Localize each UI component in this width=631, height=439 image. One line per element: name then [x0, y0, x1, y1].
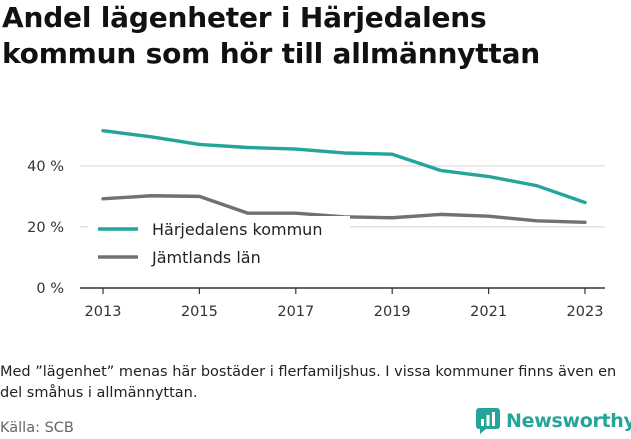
legend-label: Härjedalens kommun: [152, 220, 322, 239]
newsworthy-logo-icon: [476, 408, 500, 434]
source-label: Källa: SCB: [0, 420, 74, 436]
x-tick-label: 2017: [277, 304, 314, 320]
y-tick-label: 0 %: [36, 281, 64, 297]
x-tick-label: 2013: [85, 304, 122, 320]
legend-label: Jämtlands län: [151, 248, 261, 267]
x-tick-label: 2019: [374, 304, 411, 320]
brand-name: Newsworthy: [506, 410, 631, 432]
chart-title: Andel lägenheter i Härjedalens kommun so…: [2, 1, 541, 70]
x-tick-label: 2015: [181, 304, 218, 320]
axis-layer: 0 % 20 % 40 % 2013 2015 2017 2019 2021 2023: [27, 159, 603, 320]
y-tick-label: 40 %: [27, 159, 64, 175]
series-layer: [101, 128, 587, 225]
x-tick-label: 2021: [470, 304, 507, 320]
footnote: Med ”lägenhet” menas här bostäder i fler…: [0, 364, 617, 401]
brand-logo[interactable]: Newsworthy: [476, 408, 631, 434]
line-chart: Härjedalens kommun Jämtlands län 0 % 20 % 4…: [27, 128, 605, 320]
legend: Härjedalens kommun Jämtlands län: [88, 216, 350, 276]
legend-background: [88, 216, 350, 276]
x-tick-label: 2023: [567, 304, 604, 320]
y-tick-label: 20 %: [27, 220, 64, 236]
series-line-1: [101, 128, 587, 205]
